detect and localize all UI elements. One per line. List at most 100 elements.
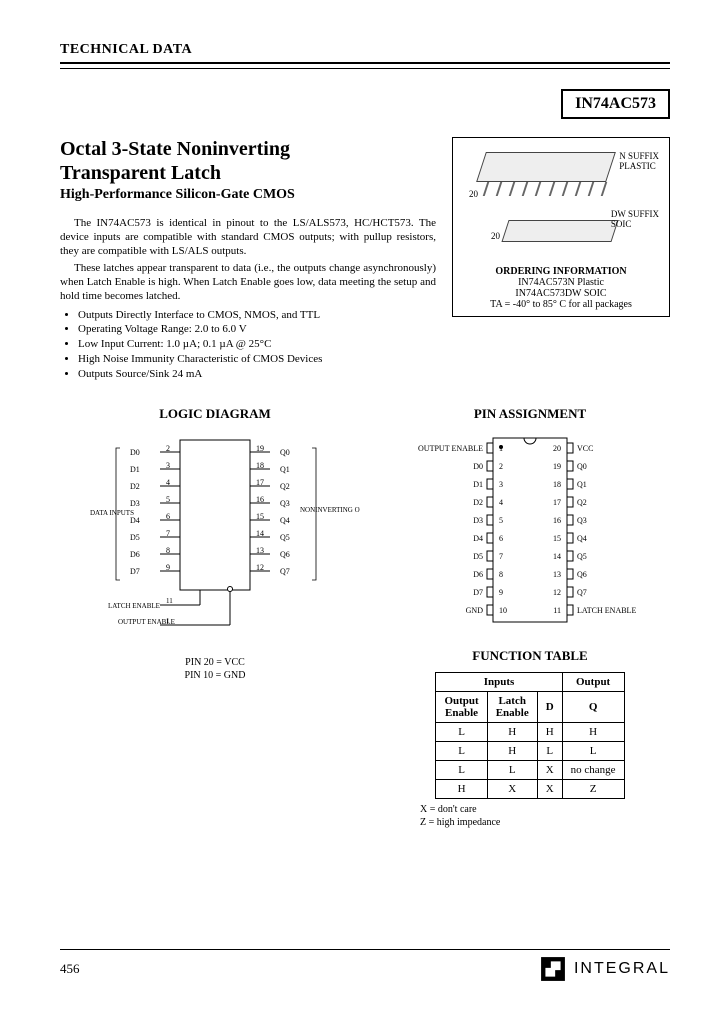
paragraph-2: These latches appear transparent to data… [60,262,436,303]
svg-text:15: 15 [256,512,264,521]
svg-text:LATCH ENABLE: LATCH ENABLE [108,602,160,610]
pin-assignment-svg: OUTPUT ENABLE120VCCD0219Q0D1318Q1D2417Q2… [415,430,645,630]
svg-text:NONINVERTING OUTPUTS: NONINVERTING OUTPUTS [300,506,360,514]
svg-text:19: 19 [256,444,264,453]
function-table-notes: X = don't careZ = high impedance [420,803,670,829]
svg-text:12: 12 [256,563,264,572]
feature-list: Outputs Directly Interface to CMOS, NMOS… [60,308,436,382]
n-suffix-label: N SUFFIXPLASTIC [619,152,659,172]
table-row: HXXZ [436,779,624,798]
svg-text:Q5: Q5 [577,552,587,561]
feature-item: Low Input Current: 1.0 µA; 0.1 µA @ 25°C [78,337,436,352]
svg-text:Q0: Q0 [577,462,587,471]
svg-text:D5: D5 [130,533,140,542]
svg-text:D4: D4 [473,534,483,543]
svg-text:D1: D1 [130,465,140,474]
svg-text:LATCH ENABLE: LATCH ENABLE [577,606,636,615]
svg-text:3: 3 [499,480,503,489]
svg-text:6: 6 [499,534,503,543]
logic-diagram-svg: D02D13D24D35D46D57D68D79Q019Q118Q217Q316… [70,430,360,650]
page-footer: 456 INTEGRAL [60,949,670,982]
svg-text:D6: D6 [473,570,483,579]
svg-text:D2: D2 [130,482,140,491]
feature-item: Outputs Source/Sink 24 mA [78,367,436,382]
svg-text:4: 4 [499,498,503,507]
svg-text:5: 5 [166,495,170,504]
svg-text:Q5: Q5 [280,533,290,542]
svg-text:2: 2 [499,462,503,471]
svg-text:Q7: Q7 [577,588,587,597]
svg-text:9: 9 [166,563,170,572]
table-row: LLXno change [436,760,624,779]
svg-text:D7: D7 [130,567,140,576]
function-table: Inputs Output OutputEnableLatchEnableDQ … [435,672,624,799]
svg-text:Q6: Q6 [577,570,587,579]
svg-text:13: 13 [553,570,561,579]
svg-text:OUTPUT ENABLE: OUTPUT ENABLE [418,444,483,453]
pin-assignment-heading: PIN ASSIGNMENT [390,406,670,422]
svg-text:2: 2 [166,444,170,453]
svg-text:14: 14 [256,529,264,538]
svg-text:Q4: Q4 [577,534,587,543]
logic-note: PIN 20 = VCCPIN 10 = GND [60,656,370,682]
svg-text:D3: D3 [130,499,140,508]
order-line-2: IN74AC573DW SOIC [459,288,663,299]
svg-text:18: 18 [553,480,561,489]
page-number: 456 [60,961,80,977]
header-label: TECHNICAL DATA [60,42,192,57]
svg-text:8: 8 [166,546,170,555]
title-line2: Transparent Latch [60,161,436,185]
svg-text:7: 7 [166,529,170,538]
svg-text:10: 10 [499,606,507,615]
svg-text:1: 1 [499,444,503,453]
svg-text:9: 9 [499,588,503,597]
svg-text:3: 3 [166,461,170,470]
feature-item: High Noise Immunity Characteristic of CM… [78,352,436,367]
svg-text:17: 17 [256,478,264,487]
svg-text:5: 5 [499,516,503,525]
svg-text:7: 7 [499,552,503,561]
temp-range: TA = -40° to 85° C for all packages [459,299,663,310]
svg-text:Q1: Q1 [280,465,290,474]
svg-text:D6: D6 [130,550,140,559]
svg-text:VCC: VCC [577,444,593,453]
svg-text:Q3: Q3 [577,516,587,525]
paragraph-1: The IN74AC573 is identical in pinout to … [60,217,436,258]
func-col-output: Output [562,672,624,691]
table-row: LHHH [436,722,624,741]
svg-text:8: 8 [499,570,503,579]
svg-text:13: 13 [256,546,264,555]
logic-diagram-heading: LOGIC DIAGRAM [60,406,370,422]
svg-text:20: 20 [553,444,561,453]
integral-logo-icon [540,956,566,982]
svg-text:Q2: Q2 [577,498,587,507]
svg-text:11: 11 [166,597,173,605]
svg-text:15: 15 [553,534,561,543]
svg-text:D5: D5 [473,552,483,561]
svg-text:GND: GND [466,606,484,615]
svg-text:D7: D7 [473,588,483,597]
func-col-header: D [537,691,562,722]
svg-text:4: 4 [166,478,170,487]
header-rule [60,68,670,69]
func-col-header: OutputEnable [436,691,487,722]
svg-text:16: 16 [256,495,264,504]
feature-item: Operating Voltage Range: 2.0 to 6.0 V [78,322,436,337]
func-col-header: LatchEnable [487,691,537,722]
svg-text:Q3: Q3 [280,499,290,508]
dw-suffix-label: DW SUFFIXSOIC [611,210,659,230]
func-col-header: Q [562,691,624,722]
svg-text:D4: D4 [130,516,140,525]
svg-text:12: 12 [553,588,561,597]
soic-package-shape [501,220,618,242]
brand-logo-area: INTEGRAL [540,956,670,982]
order-line-1: IN74AC573N Plastic [459,277,663,288]
subtitle: High-Performance Silicon-Gate CMOS [60,187,436,203]
svg-text:D1: D1 [473,480,483,489]
svg-text:Q6: Q6 [280,550,290,559]
svg-text:19: 19 [553,462,561,471]
svg-text:D3: D3 [473,516,483,525]
svg-text:Q1: Q1 [577,480,587,489]
svg-text:14: 14 [553,552,561,561]
svg-text:16: 16 [553,516,561,525]
